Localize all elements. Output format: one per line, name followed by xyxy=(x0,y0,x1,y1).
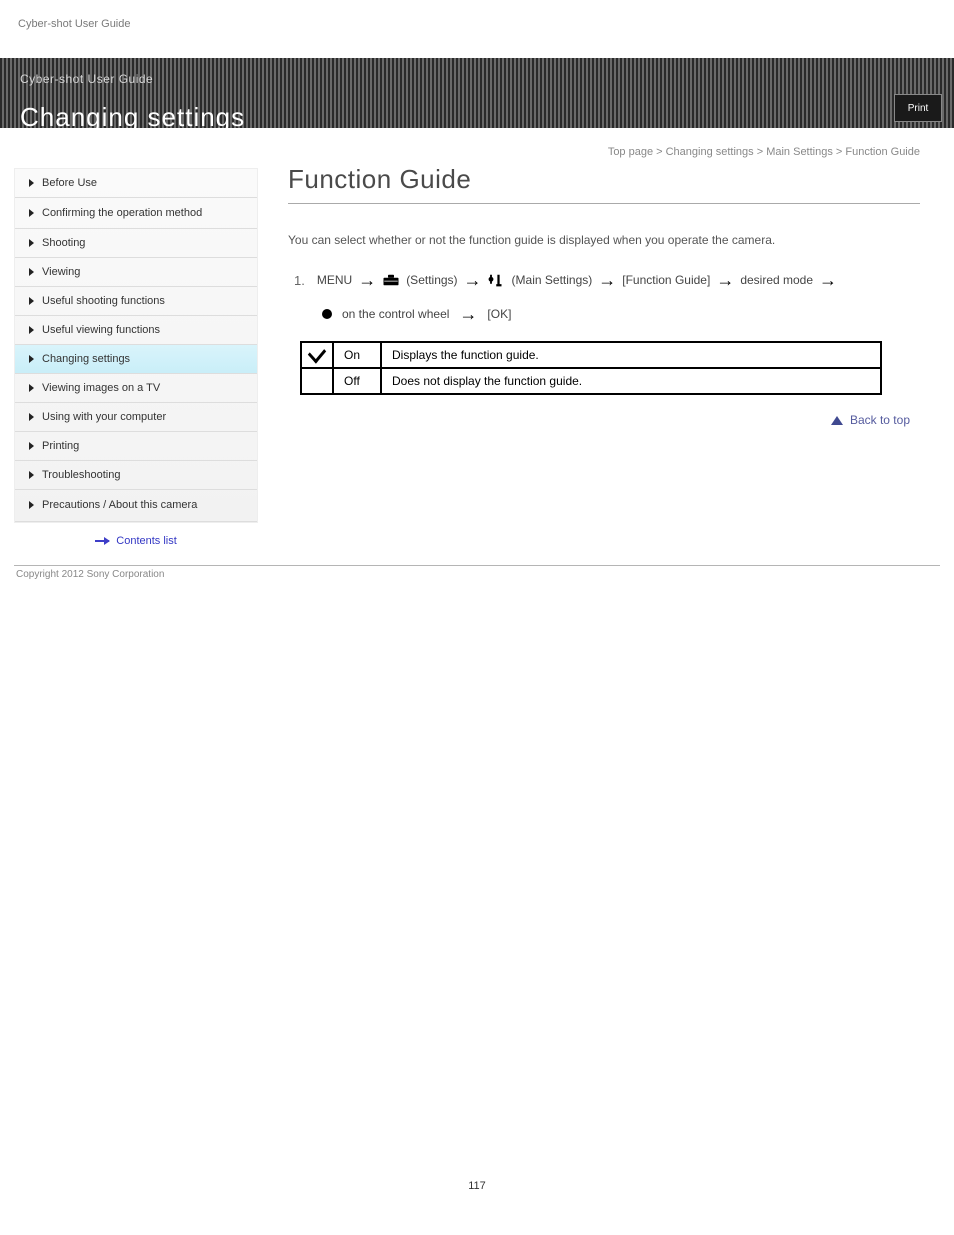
sidebar-item-label: Useful shooting functions xyxy=(42,295,165,307)
main-settings-icon: (Main Settings) xyxy=(488,271,593,289)
arrow-icon xyxy=(95,540,109,542)
sidebar-item-label: Useful viewing functions xyxy=(42,324,160,336)
option-desc: Does not display the function guide. xyxy=(381,368,881,394)
desired-mode-label: desired mode xyxy=(740,271,813,289)
step-continuation: on the control wheel → [OK] xyxy=(322,304,920,325)
intro-text: You can select whether or not the functi… xyxy=(288,232,920,249)
triangle-up-icon xyxy=(831,416,843,425)
empty-cell xyxy=(301,368,333,394)
table-row: On Displays the function guide. xyxy=(301,342,881,368)
header-band: Cyber-shot User Guide Cyber-shot User Gu… xyxy=(0,58,954,128)
caret-icon xyxy=(29,297,34,305)
arrow-icon: → xyxy=(819,267,837,294)
sidebar-item-viewing[interactable]: Viewing xyxy=(15,258,257,287)
bullet-icon xyxy=(322,309,332,319)
arrow-icon: → xyxy=(459,304,477,325)
menu-label: MENU xyxy=(317,271,352,289)
sidebar-item-shooting[interactable]: Shooting xyxy=(15,229,257,258)
caret-icon xyxy=(29,471,34,479)
sidebar-item-label: Before Use xyxy=(42,177,97,189)
caret-icon xyxy=(29,268,34,276)
footer-divider xyxy=(14,565,940,566)
page-title: Function Guide xyxy=(288,164,920,195)
settings-toolbox-icon: (Settings) xyxy=(382,271,457,289)
sidebar-item-label: Precautions / About this camera xyxy=(42,498,197,512)
settings-label: (Settings) xyxy=(406,271,457,289)
sidebar-item-troubleshooting[interactable]: Troubleshooting xyxy=(15,461,257,490)
header-chapter: Changing settings xyxy=(20,102,245,133)
top-page-path: Top page > Changing settings > Main Sett… xyxy=(288,146,920,158)
page-number: 117 xyxy=(0,1180,954,1212)
sidebar-item-confirming[interactable]: Confirming the operation method xyxy=(15,198,257,229)
caret-icon xyxy=(29,209,34,217)
options-table: On Displays the function guide. Off Does… xyxy=(300,341,882,395)
arrow-icon: → xyxy=(598,267,616,294)
sidebar-item-useful-viewing[interactable]: Useful viewing functions xyxy=(15,316,257,345)
caret-icon xyxy=(29,413,34,421)
main-content: Top page > Changing settings > Main Sett… xyxy=(258,168,954,551)
caret-icon xyxy=(29,179,34,187)
caret-icon xyxy=(29,442,34,450)
sidebar-item-viewing-tv[interactable]: Viewing images on a TV xyxy=(15,374,257,403)
sidebar-item-label: Using with your computer xyxy=(42,411,166,423)
sidebar-item-label: Changing settings xyxy=(42,353,130,365)
table-row: Off Does not display the function guide. xyxy=(301,368,881,394)
back-to-top-link[interactable]: Back to top xyxy=(288,413,920,427)
arrow-icon: → xyxy=(716,267,734,294)
step-row: 1. MENU → (Settings) → (Main Settings) →… xyxy=(288,267,920,294)
contents-list-label: Contents list xyxy=(116,535,177,547)
sidebar-item-label: Shooting xyxy=(42,237,85,249)
sidebar-item-changing-settings[interactable]: Changing settings xyxy=(15,345,257,374)
menu-path: MENU → (Settings) → (Main Settings) → [F… xyxy=(317,267,837,294)
ok-label: [OK] xyxy=(487,307,511,321)
sidebar-item-useful-shooting[interactable]: Useful shooting functions xyxy=(15,287,257,316)
sidebar-item-before-use[interactable]: Before Use xyxy=(15,169,257,198)
copyright-text: Copyright 2012 Sony Corporation xyxy=(16,569,954,580)
sidebar-item-label: Troubleshooting xyxy=(42,469,120,481)
caret-icon xyxy=(29,326,34,334)
caret-icon xyxy=(29,501,34,509)
caret-icon xyxy=(29,384,34,392)
option-label: On xyxy=(333,342,381,368)
sidebar-item-label: Viewing xyxy=(42,266,80,278)
sidebar-item-label: Confirming the operation method xyxy=(42,206,202,220)
sidebar-item-computer[interactable]: Using with your computer xyxy=(15,403,257,432)
caret-icon xyxy=(29,355,34,363)
option-label: Off xyxy=(333,368,381,394)
sidebar: Before Use Confirming the operation meth… xyxy=(14,168,258,523)
sidebar-item-precautions[interactable]: Precautions / About this camera xyxy=(15,490,257,521)
arrow-icon: → xyxy=(358,267,376,294)
checkmark-icon xyxy=(308,342,326,363)
sidebar-item-label: Viewing images on a TV xyxy=(42,382,160,394)
breadcrumb: Cyber-shot User Guide xyxy=(18,18,131,30)
print-button[interactable]: Print xyxy=(894,94,942,122)
arrow-icon: → xyxy=(464,267,482,294)
main-settings-label: (Main Settings) xyxy=(512,271,593,289)
control-wheel-text: on the control wheel xyxy=(342,307,449,321)
check-cell xyxy=(301,342,333,368)
step-number: 1. xyxy=(288,273,305,288)
sidebar-item-printing[interactable]: Printing xyxy=(15,432,257,461)
function-guide-label: [Function Guide] xyxy=(622,271,710,289)
title-divider xyxy=(288,203,920,204)
header-title: Cyber-shot User Guide xyxy=(20,72,153,86)
contents-list-link[interactable]: Contents list xyxy=(14,531,258,551)
caret-icon xyxy=(29,239,34,247)
option-desc: Displays the function guide. xyxy=(381,342,881,368)
back-to-top-label: Back to top xyxy=(850,413,910,427)
sidebar-item-label: Printing xyxy=(42,440,79,452)
